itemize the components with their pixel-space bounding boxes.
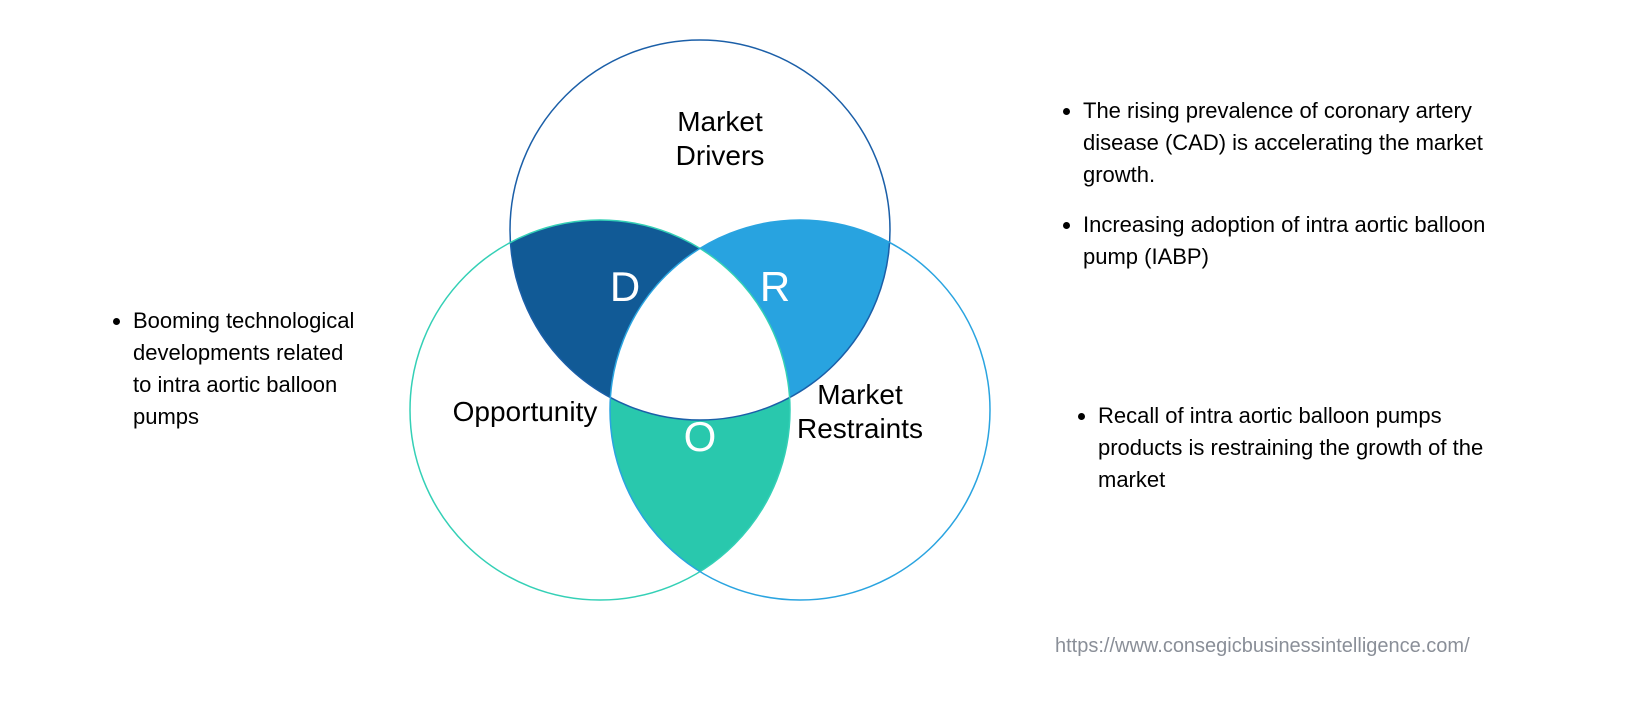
bullets-drivers: The rising prevalence of coronary artery…	[1055, 95, 1525, 290]
venn-letter-o: O	[684, 413, 717, 460]
circle-label-restraints: MarketRestraints	[780, 378, 940, 445]
venn-diagram: D R O MarketDrivers Opportunity MarketRest…	[380, 30, 1020, 650]
bullets-opportunity: Booming technological developments relat…	[105, 305, 355, 451]
source-url: https://www.consegicbusinessintelligence…	[1055, 635, 1470, 658]
bullet-item: Booming technological developments relat…	[133, 305, 355, 433]
bullet-item: Increasing adoption of intra aortic ball…	[1083, 209, 1525, 273]
venn-letter-d: D	[610, 263, 640, 310]
circle-label-opportunity: Opportunity	[435, 395, 615, 429]
circle-label-drivers: MarketDrivers	[660, 105, 780, 172]
bullets-restraints: Recall of intra aortic balloon pumps pro…	[1070, 400, 1510, 514]
venn-letter-r: R	[760, 263, 790, 310]
bullet-item: The rising prevalence of coronary artery…	[1083, 95, 1525, 191]
bullet-item: Recall of intra aortic balloon pumps pro…	[1098, 400, 1510, 496]
